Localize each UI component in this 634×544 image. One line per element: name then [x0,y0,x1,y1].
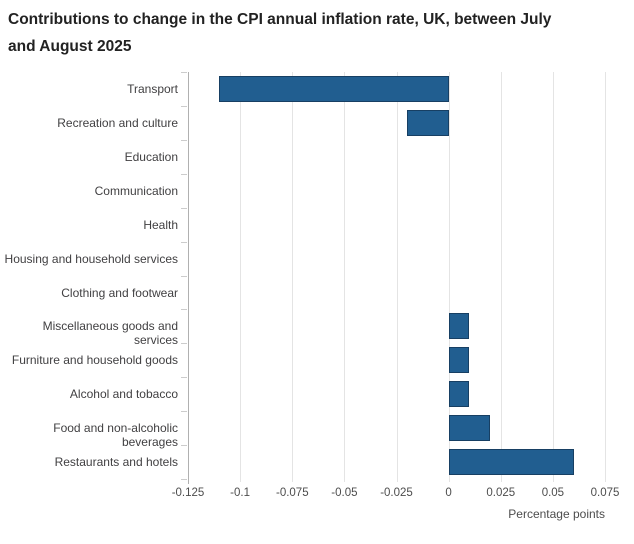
category-label: Recreation and culture [57,115,178,130]
chart-title-line-1: Contributions to change in the CPI annua… [8,11,552,28]
bar-furniture-and-household-goods [448,347,470,374]
x-tick-label: -0.075 [275,487,309,499]
x-gridline [344,72,346,482]
x-tick-label: -0.025 [380,487,413,499]
x-axis-title: Percentage points [508,507,605,521]
x-tick-label: 0.05 [541,487,565,499]
chart-title-line-2: and August 2025 [8,38,132,55]
category-label: Health [143,217,178,232]
x-tick-label: 0 [445,487,452,499]
y-axis-tick [181,411,187,413]
bar-restaurants-and-hotels [448,449,574,475]
category-label: Restaurants and hotels [54,455,178,469]
y-axis-tick [181,173,187,175]
x-gridline [605,72,606,482]
category-label: Education [124,149,178,164]
y-axis-tick [181,207,187,209]
category-label: Transport [127,82,178,96]
y-axis-tick [181,309,187,311]
y-axis-line [188,72,189,484]
y-axis-tick [181,377,187,379]
bar-miscellaneous-goods-and-services [448,313,470,340]
bar-alcohol-and-tobacco [448,381,470,408]
x-gridline [240,72,242,482]
category-label: Clothing and footwear [61,285,178,300]
category-label: Alcohol and tobacco [69,387,178,402]
y-axis-tick [181,445,187,447]
x-gridline [292,72,294,482]
bar-transport [219,76,449,102]
x-tick-label: 0.075 [590,487,620,499]
y-axis-tick [181,72,187,73]
category-label: Miscellaneous goods and services [42,319,178,348]
x-gridline [396,72,398,482]
x-tick-label: 0.025 [486,487,516,499]
y-axis-tick [181,479,187,480]
y-axis-tick [181,275,187,277]
bar-recreation-and-culture [406,109,449,136]
x-gridline [552,72,554,482]
category-label: Communication [94,183,178,198]
category-label: Furniture and household goods [11,353,178,368]
x-gridline [500,72,502,482]
x-gridline [448,72,450,482]
x-tick-label: -0.1 [230,487,250,499]
y-axis-tick [181,241,187,243]
y-axis-tick [181,343,187,345]
x-tick-label: -0.05 [331,487,358,499]
category-label: Housing and household services [4,251,178,266]
chart-title: Contributions to change in the CPI annua… [8,6,608,60]
x-tick-label: -0.125 [171,487,205,499]
bar-food-and-non-alcoholic-beverages [448,415,491,442]
y-axis-tick [181,105,187,107]
category-label: Food and non-alcoholic beverages [53,421,178,450]
y-axis-tick [181,139,187,141]
